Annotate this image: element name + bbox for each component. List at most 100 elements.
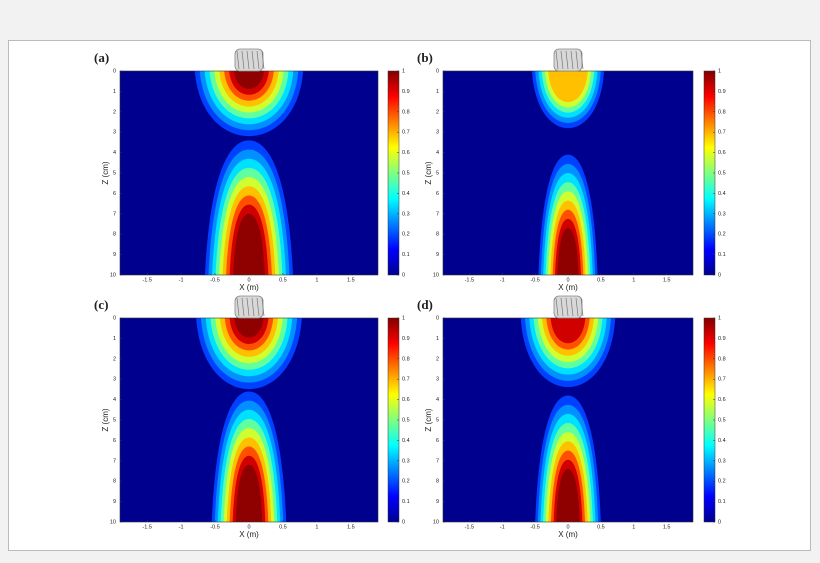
x-tick-label: -0.5 xyxy=(210,277,219,283)
y-tick-label: 3 xyxy=(436,377,439,383)
heatmap xyxy=(120,71,378,275)
contour-band xyxy=(556,468,580,522)
tread xyxy=(246,50,250,70)
x-tick-label: 1 xyxy=(315,277,318,283)
x-tick-label: 0 xyxy=(566,524,569,530)
y-tick-label: 1 xyxy=(436,89,439,95)
tire-icon xyxy=(553,295,584,319)
colorbar-tick-label: 0.1 xyxy=(402,252,410,258)
colorbar-tick-label: 0 xyxy=(718,272,721,278)
colorbar-tick-label: 0.3 xyxy=(402,211,410,217)
y-tick-label: 7 xyxy=(113,211,116,217)
y-tick-label: 8 xyxy=(113,232,116,238)
y-tick-label: 4 xyxy=(113,150,116,156)
y-tick-label: 3 xyxy=(436,130,439,136)
colorbar-tick-label: 0.6 xyxy=(718,397,726,403)
colorbar-tick-label: 0.8 xyxy=(402,109,410,115)
y-tick-label: 2 xyxy=(436,109,439,115)
contour-band xyxy=(235,464,263,522)
x-axis-label: X (m) xyxy=(239,530,259,539)
colorbar-tick-label: 0.5 xyxy=(718,417,726,423)
colorbar-tick-label: 0.6 xyxy=(402,397,410,403)
tread xyxy=(555,297,559,317)
colorbar-tick-label: 0.4 xyxy=(402,191,410,197)
panel-label: (b) xyxy=(417,50,433,65)
tread xyxy=(241,297,245,317)
contour-band xyxy=(550,318,586,344)
y-tick-label: 8 xyxy=(436,479,439,485)
x-tick-label: 0.5 xyxy=(597,524,605,530)
y-tick-label: 2 xyxy=(436,356,439,362)
y-tick-label: 2 xyxy=(113,109,116,115)
tread xyxy=(261,297,265,317)
x-tick-label: 1.5 xyxy=(347,524,355,530)
tread xyxy=(555,50,559,70)
heatmap xyxy=(443,318,693,522)
y-tick-label: 4 xyxy=(436,150,439,156)
y-tick-label: 0 xyxy=(113,68,116,74)
tread xyxy=(570,50,574,70)
x-tick-label: 1 xyxy=(632,524,635,530)
x-tick-label: -0.5 xyxy=(530,524,539,530)
colorbar-tick-label: 0.2 xyxy=(718,232,726,238)
colorbar-tick-label: 0.1 xyxy=(718,499,726,505)
y-tick-label: 6 xyxy=(113,438,116,444)
colorbar-tick-label: 0.4 xyxy=(718,438,726,444)
x-tick-label: 1.5 xyxy=(663,524,671,530)
y-tick-label: 0 xyxy=(436,315,439,321)
x-axis-label: X (m) xyxy=(558,530,578,539)
y-axis-label: Z (cm) xyxy=(101,408,110,431)
y-tick-label: 7 xyxy=(113,458,116,464)
contour-band xyxy=(234,71,264,89)
x-tick-label: 0 xyxy=(247,277,250,283)
y-tick-label: 0 xyxy=(113,315,116,321)
y-axis-label: Z (cm) xyxy=(101,161,110,184)
x-tick-label: -1.5 xyxy=(465,277,474,283)
tread xyxy=(246,297,250,317)
x-tick-label: 0.5 xyxy=(597,277,605,283)
colorbar-tick-label: 0 xyxy=(402,272,405,278)
y-tick-label: 10 xyxy=(433,519,439,525)
colorbar-tick-label: 0.3 xyxy=(718,458,726,464)
y-tick-label: 1 xyxy=(436,336,439,342)
x-tick-label: -0.5 xyxy=(530,277,539,283)
contour-band xyxy=(234,318,264,338)
colorbar-tick-label: 0.9 xyxy=(718,336,726,342)
x-tick-label: -1.5 xyxy=(142,524,151,530)
tread xyxy=(236,297,240,317)
y-tick-label: 5 xyxy=(436,417,439,423)
y-tick-label: 5 xyxy=(436,170,439,176)
colorbar-tick-label: 1 xyxy=(718,315,721,321)
y-tick-label: 4 xyxy=(113,397,116,403)
colorbar-tick-label: 0.8 xyxy=(718,109,726,115)
tread xyxy=(565,297,569,317)
colorbar-tick-label: 0.4 xyxy=(402,438,410,444)
y-tick-label: 1 xyxy=(113,336,116,342)
y-tick-label: 6 xyxy=(113,191,116,197)
y-tick-label: 9 xyxy=(113,499,116,505)
x-tick-label: 0 xyxy=(566,277,569,283)
colorbar-tick-label: 0.7 xyxy=(402,130,410,136)
x-tick-label: 1 xyxy=(632,277,635,283)
colorbar-tick-label: 0.7 xyxy=(402,377,410,383)
y-tick-label: 3 xyxy=(113,130,116,136)
tire-icon xyxy=(234,295,265,319)
contour-band xyxy=(233,213,265,275)
panel-label: (a) xyxy=(94,50,109,65)
y-tick-label: 8 xyxy=(436,232,439,238)
y-tick-label: 10 xyxy=(110,272,116,278)
y-tick-label: 1 xyxy=(113,89,116,95)
y-axis-label: Z (cm) xyxy=(424,161,433,184)
colorbar-tick-label: 1 xyxy=(402,68,405,74)
colorbar-tick-label: 0.7 xyxy=(718,130,726,136)
x-tick-label: -1 xyxy=(500,277,505,283)
y-tick-label: 2 xyxy=(113,356,116,362)
y-tick-label: 7 xyxy=(436,211,439,217)
colorbar-tick-label: 0.8 xyxy=(718,356,726,362)
tread xyxy=(236,50,240,70)
colorbar-tick-label: 0.3 xyxy=(718,211,726,217)
tread xyxy=(570,297,574,317)
x-tick-label: 0.5 xyxy=(279,277,287,283)
tire-icon xyxy=(234,48,265,72)
